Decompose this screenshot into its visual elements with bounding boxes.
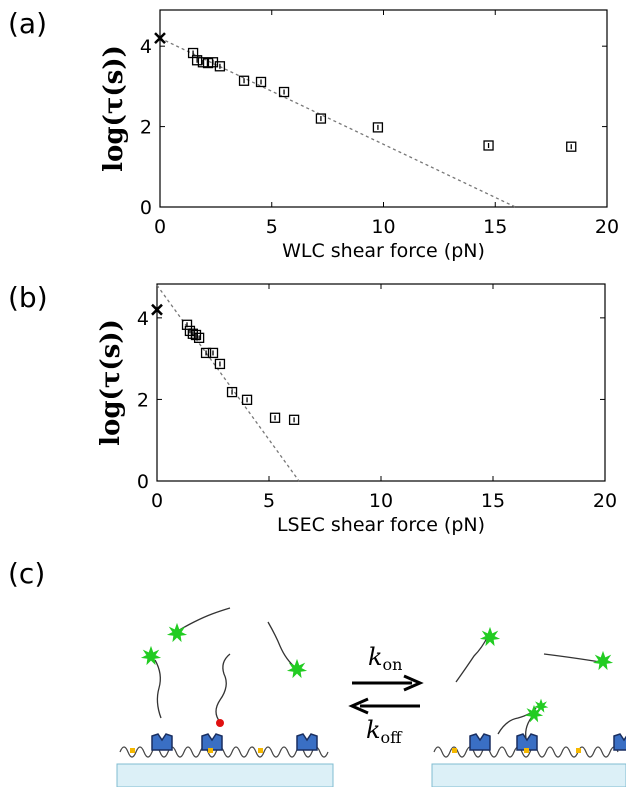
fluorophore [479,626,501,647]
data-point [288,414,300,425]
rate-sub: off [381,728,404,747]
marker [278,86,290,98]
protein [469,733,491,751]
plot-frame [156,283,606,482]
rate-symbol: k [368,643,383,671]
fit-line [156,284,300,482]
panel-label: (c) [8,557,45,590]
rate-off: koff [366,716,403,747]
rate-symbol: k [366,716,381,744]
protein [151,733,173,751]
rate-sub: on [383,655,403,674]
fluorophore [592,650,614,671]
protein [296,733,318,751]
zero-force-point [151,303,163,316]
x-tick-label: 10 [371,216,395,238]
fluorophore [166,622,188,643]
diagram: kon koff [116,607,626,788]
data-point [278,86,290,98]
marker [191,55,203,66]
y-axis-label: log(τ(s)) [96,319,126,446]
data-point [483,140,494,151]
data-point [193,332,205,343]
x-tick-label: 0 [154,216,166,238]
marker [288,414,300,425]
x-tick-label: 5 [263,490,275,512]
y-tick-label: 4 [137,308,149,330]
panel-label: (b) [8,281,48,314]
data-point [214,358,226,370]
marker [269,412,281,423]
y-tick-label: 2 [140,117,152,139]
plot-frame [159,9,608,208]
surface [431,763,626,788]
marker [181,319,193,330]
y-tick-label: 0 [140,197,152,219]
data-point [315,113,327,124]
x-tick-label: 20 [595,216,619,238]
marker [255,76,267,88]
x-tick-label: 0 [151,490,163,512]
marker [214,61,226,72]
anchors [130,748,581,753]
data-point [214,61,226,72]
surface [116,763,334,788]
arrow-forward [352,674,424,692]
data-point [226,386,238,398]
y-tick-label: 0 [137,471,149,493]
marker [241,394,253,405]
x-tick-label: 15 [481,490,505,512]
x-tick-label: 20 [593,490,617,512]
dye [216,719,224,727]
x-tick-label: 5 [266,216,278,238]
marker [566,141,577,152]
arrow-backward [348,697,420,715]
data-point [269,412,281,423]
marker [214,358,226,370]
protein [201,733,223,751]
protein [516,733,538,751]
marker [238,75,250,86]
data-point [241,394,253,405]
y-tick-label: 2 [137,389,149,411]
marker [193,332,205,343]
marker [207,347,219,359]
marker [315,113,327,124]
zero-force-point [154,32,166,45]
fluorophore [140,645,162,666]
data-point [238,75,250,86]
x-tick-label: 10 [369,490,393,512]
rate-on: kon [368,643,402,674]
dna-strands [154,607,601,739]
protein [613,733,626,751]
x-axis-label: LSEC shear force (pN) [277,514,485,536]
data-point [200,347,212,359]
marker [483,140,494,151]
data-point [181,319,193,330]
y-tick-label: 4 [140,36,152,58]
y-axis-label: log(τ(s)) [99,45,129,172]
data-point [207,347,219,359]
panel-label: (a) [8,7,47,40]
marker [190,329,202,341]
data-point [372,122,384,133]
dna-brush [433,746,619,758]
data-point [255,76,267,88]
data-point [191,55,203,66]
marker [200,347,212,359]
data-point [566,141,577,152]
marker [226,386,238,398]
marker [372,122,384,133]
x-tick-label: 15 [483,216,507,238]
x-axis-label: WLC shear force (pN) [282,240,485,262]
